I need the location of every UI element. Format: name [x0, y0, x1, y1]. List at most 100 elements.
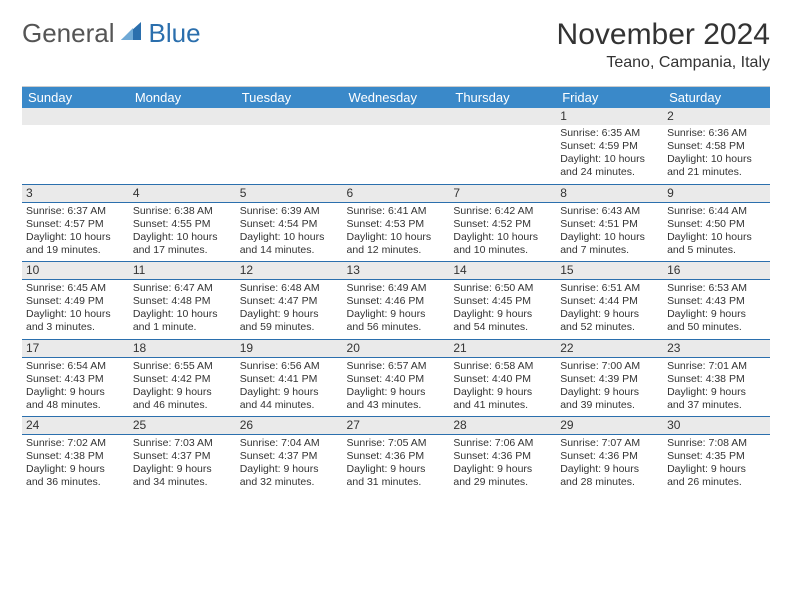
header: General Blue November 2024 Teano, Campan… [22, 18, 770, 72]
day-header: Saturday [663, 87, 770, 108]
day-cell: Sunrise: 7:07 AMSunset: 4:36 PMDaylight:… [556, 435, 663, 494]
sunset-line: Sunset: 4:38 PM [26, 450, 125, 463]
day-number: 19 [236, 339, 343, 357]
day-number [343, 108, 450, 125]
sunset-line: Sunset: 4:40 PM [347, 373, 446, 386]
sunset-line: Sunset: 4:52 PM [453, 218, 552, 231]
day-number-row: 10111213141516 [22, 262, 770, 280]
day-header: Tuesday [236, 87, 343, 108]
location: Teano, Campania, Italy [557, 54, 770, 72]
day-cell: Sunrise: 6:35 AMSunset: 4:59 PMDaylight:… [556, 125, 663, 184]
week-row: Sunrise: 6:37 AMSunset: 4:57 PMDaylight:… [22, 202, 770, 262]
sunset-line: Sunset: 4:37 PM [133, 450, 232, 463]
day-cell: Sunrise: 6:39 AMSunset: 4:54 PMDaylight:… [236, 202, 343, 262]
sunset-line: Sunset: 4:51 PM [560, 218, 659, 231]
day-number: 22 [556, 339, 663, 357]
sunset-line: Sunset: 4:39 PM [560, 373, 659, 386]
sunset-line: Sunset: 4:45 PM [453, 295, 552, 308]
sunrise-line: Sunrise: 6:56 AM [240, 360, 339, 373]
sunset-line: Sunset: 4:50 PM [667, 218, 766, 231]
day-cell: Sunrise: 7:01 AMSunset: 4:38 PMDaylight:… [663, 357, 770, 417]
day-number: 18 [129, 339, 236, 357]
day-cell: Sunrise: 6:41 AMSunset: 4:53 PMDaylight:… [343, 202, 450, 262]
week-row: Sunrise: 7:02 AMSunset: 4:38 PMDaylight:… [22, 435, 770, 494]
day-cell [236, 125, 343, 184]
sunrise-line: Sunrise: 6:49 AM [347, 282, 446, 295]
sunset-line: Sunset: 4:36 PM [560, 450, 659, 463]
daylight-line: Daylight: 9 hours and 34 minutes. [133, 463, 232, 489]
sunset-line: Sunset: 4:43 PM [26, 373, 125, 386]
sunrise-line: Sunrise: 6:43 AM [560, 205, 659, 218]
day-number: 30 [663, 417, 770, 435]
day-number: 27 [343, 417, 450, 435]
day-number: 26 [236, 417, 343, 435]
daylight-line: Daylight: 10 hours and 17 minutes. [133, 231, 232, 257]
sunrise-line: Sunrise: 7:04 AM [240, 437, 339, 450]
daylight-line: Daylight: 10 hours and 21 minutes. [667, 153, 766, 179]
day-number: 4 [129, 184, 236, 202]
day-cell: Sunrise: 6:47 AMSunset: 4:48 PMDaylight:… [129, 280, 236, 340]
sunrise-line: Sunrise: 6:41 AM [347, 205, 446, 218]
day-cell: Sunrise: 6:42 AMSunset: 4:52 PMDaylight:… [449, 202, 556, 262]
sunrise-line: Sunrise: 7:07 AM [560, 437, 659, 450]
day-number: 28 [449, 417, 556, 435]
day-header: Sunday [22, 87, 129, 108]
day-cell: Sunrise: 6:58 AMSunset: 4:40 PMDaylight:… [449, 357, 556, 417]
sunset-line: Sunset: 4:54 PM [240, 218, 339, 231]
logo-sail-icon [119, 18, 143, 49]
day-header: Wednesday [343, 87, 450, 108]
daylight-line: Daylight: 9 hours and 59 minutes. [240, 308, 339, 334]
sunset-line: Sunset: 4:43 PM [667, 295, 766, 308]
sunrise-line: Sunrise: 6:47 AM [133, 282, 232, 295]
day-cell: Sunrise: 6:43 AMSunset: 4:51 PMDaylight:… [556, 202, 663, 262]
daylight-line: Daylight: 9 hours and 52 minutes. [560, 308, 659, 334]
daylight-line: Daylight: 10 hours and 7 minutes. [560, 231, 659, 257]
daylight-line: Daylight: 9 hours and 37 minutes. [667, 386, 766, 412]
sunset-line: Sunset: 4:57 PM [26, 218, 125, 231]
sunrise-line: Sunrise: 6:39 AM [240, 205, 339, 218]
daylight-line: Daylight: 10 hours and 24 minutes. [560, 153, 659, 179]
sunrise-line: Sunrise: 7:06 AM [453, 437, 552, 450]
daylight-line: Daylight: 9 hours and 56 minutes. [347, 308, 446, 334]
daylight-line: Daylight: 9 hours and 31 minutes. [347, 463, 446, 489]
month-title: November 2024 [557, 18, 770, 52]
logo-text-blue: Blue [149, 18, 201, 49]
day-number-row: 17181920212223 [22, 339, 770, 357]
day-cell: Sunrise: 7:08 AMSunset: 4:35 PMDaylight:… [663, 435, 770, 494]
day-cell: Sunrise: 6:45 AMSunset: 4:49 PMDaylight:… [22, 280, 129, 340]
day-number [22, 108, 129, 125]
day-number: 20 [343, 339, 450, 357]
sunset-line: Sunset: 4:47 PM [240, 295, 339, 308]
day-cell: Sunrise: 6:38 AMSunset: 4:55 PMDaylight:… [129, 202, 236, 262]
day-cell: Sunrise: 7:05 AMSunset: 4:36 PMDaylight:… [343, 435, 450, 494]
daylight-line: Daylight: 10 hours and 3 minutes. [26, 308, 125, 334]
sunset-line: Sunset: 4:58 PM [667, 140, 766, 153]
daylight-line: Daylight: 9 hours and 48 minutes. [26, 386, 125, 412]
sunset-line: Sunset: 4:55 PM [133, 218, 232, 231]
day-number: 8 [556, 184, 663, 202]
day-number: 23 [663, 339, 770, 357]
day-cell: Sunrise: 6:50 AMSunset: 4:45 PMDaylight:… [449, 280, 556, 340]
sunrise-line: Sunrise: 6:44 AM [667, 205, 766, 218]
sunrise-line: Sunrise: 6:54 AM [26, 360, 125, 373]
daylight-line: Daylight: 9 hours and 36 minutes. [26, 463, 125, 489]
day-cell: Sunrise: 7:02 AMSunset: 4:38 PMDaylight:… [22, 435, 129, 494]
day-cell: Sunrise: 6:54 AMSunset: 4:43 PMDaylight:… [22, 357, 129, 417]
sunrise-line: Sunrise: 6:58 AM [453, 360, 552, 373]
week-row: Sunrise: 6:35 AMSunset: 4:59 PMDaylight:… [22, 125, 770, 184]
daylight-line: Daylight: 9 hours and 43 minutes. [347, 386, 446, 412]
daylight-line: Daylight: 9 hours and 46 minutes. [133, 386, 232, 412]
sunrise-line: Sunrise: 6:51 AM [560, 282, 659, 295]
sunrise-line: Sunrise: 7:03 AM [133, 437, 232, 450]
sunset-line: Sunset: 4:38 PM [667, 373, 766, 386]
sunset-line: Sunset: 4:46 PM [347, 295, 446, 308]
day-number: 24 [22, 417, 129, 435]
daylight-line: Daylight: 10 hours and 5 minutes. [667, 231, 766, 257]
sunrise-line: Sunrise: 6:42 AM [453, 205, 552, 218]
sunrise-line: Sunrise: 6:50 AM [453, 282, 552, 295]
sunset-line: Sunset: 4:37 PM [240, 450, 339, 463]
sunrise-line: Sunrise: 6:53 AM [667, 282, 766, 295]
day-cell: Sunrise: 6:53 AMSunset: 4:43 PMDaylight:… [663, 280, 770, 340]
daylight-line: Daylight: 10 hours and 10 minutes. [453, 231, 552, 257]
day-number: 3 [22, 184, 129, 202]
